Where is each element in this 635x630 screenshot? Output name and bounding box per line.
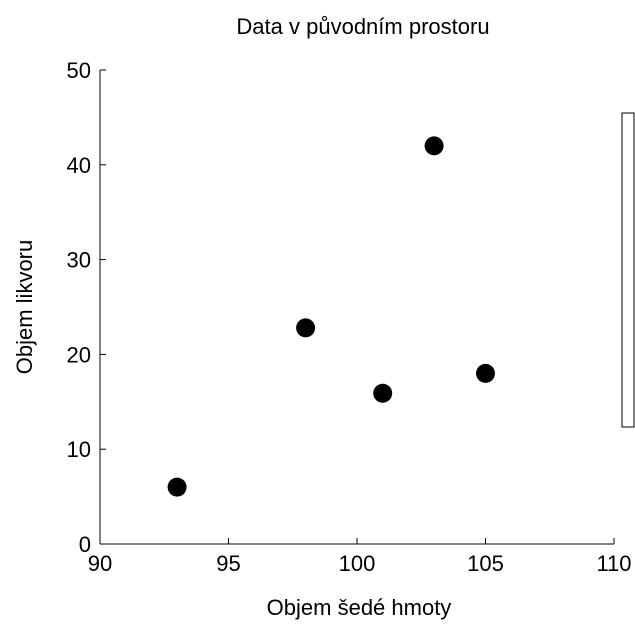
- data-point: [424, 136, 444, 156]
- legend-box: [621, 112, 635, 428]
- data-points: [167, 136, 495, 497]
- x-tick-label: 100: [339, 551, 376, 576]
- chart-title: Data v původním prostoru: [236, 14, 489, 39]
- x-tick-label: 105: [467, 551, 504, 576]
- y-tick-label: 10: [67, 437, 91, 462]
- y-tick-label: 50: [67, 58, 91, 83]
- y-tick-label: 20: [67, 342, 91, 367]
- y-axis-label: Objem likvoru: [12, 240, 37, 374]
- y-tick-label: 40: [67, 153, 91, 178]
- x-tick-label: 95: [216, 551, 240, 576]
- data-point: [476, 363, 495, 383]
- x-axis-ticks: 90 95 100 105 110: [88, 538, 632, 576]
- data-point: [167, 477, 187, 497]
- x-tick-label: 110: [596, 551, 631, 576]
- data-point: [373, 383, 393, 403]
- y-tick-label: 0: [79, 532, 91, 557]
- y-tick-label: 30: [67, 248, 91, 273]
- y-axis-ticks: 0 10 20 30 40 50: [67, 58, 106, 557]
- x-tick-label: 90: [88, 551, 112, 576]
- data-point: [296, 318, 316, 338]
- x-axis-label: Objem šedé hmoty: [267, 595, 452, 620]
